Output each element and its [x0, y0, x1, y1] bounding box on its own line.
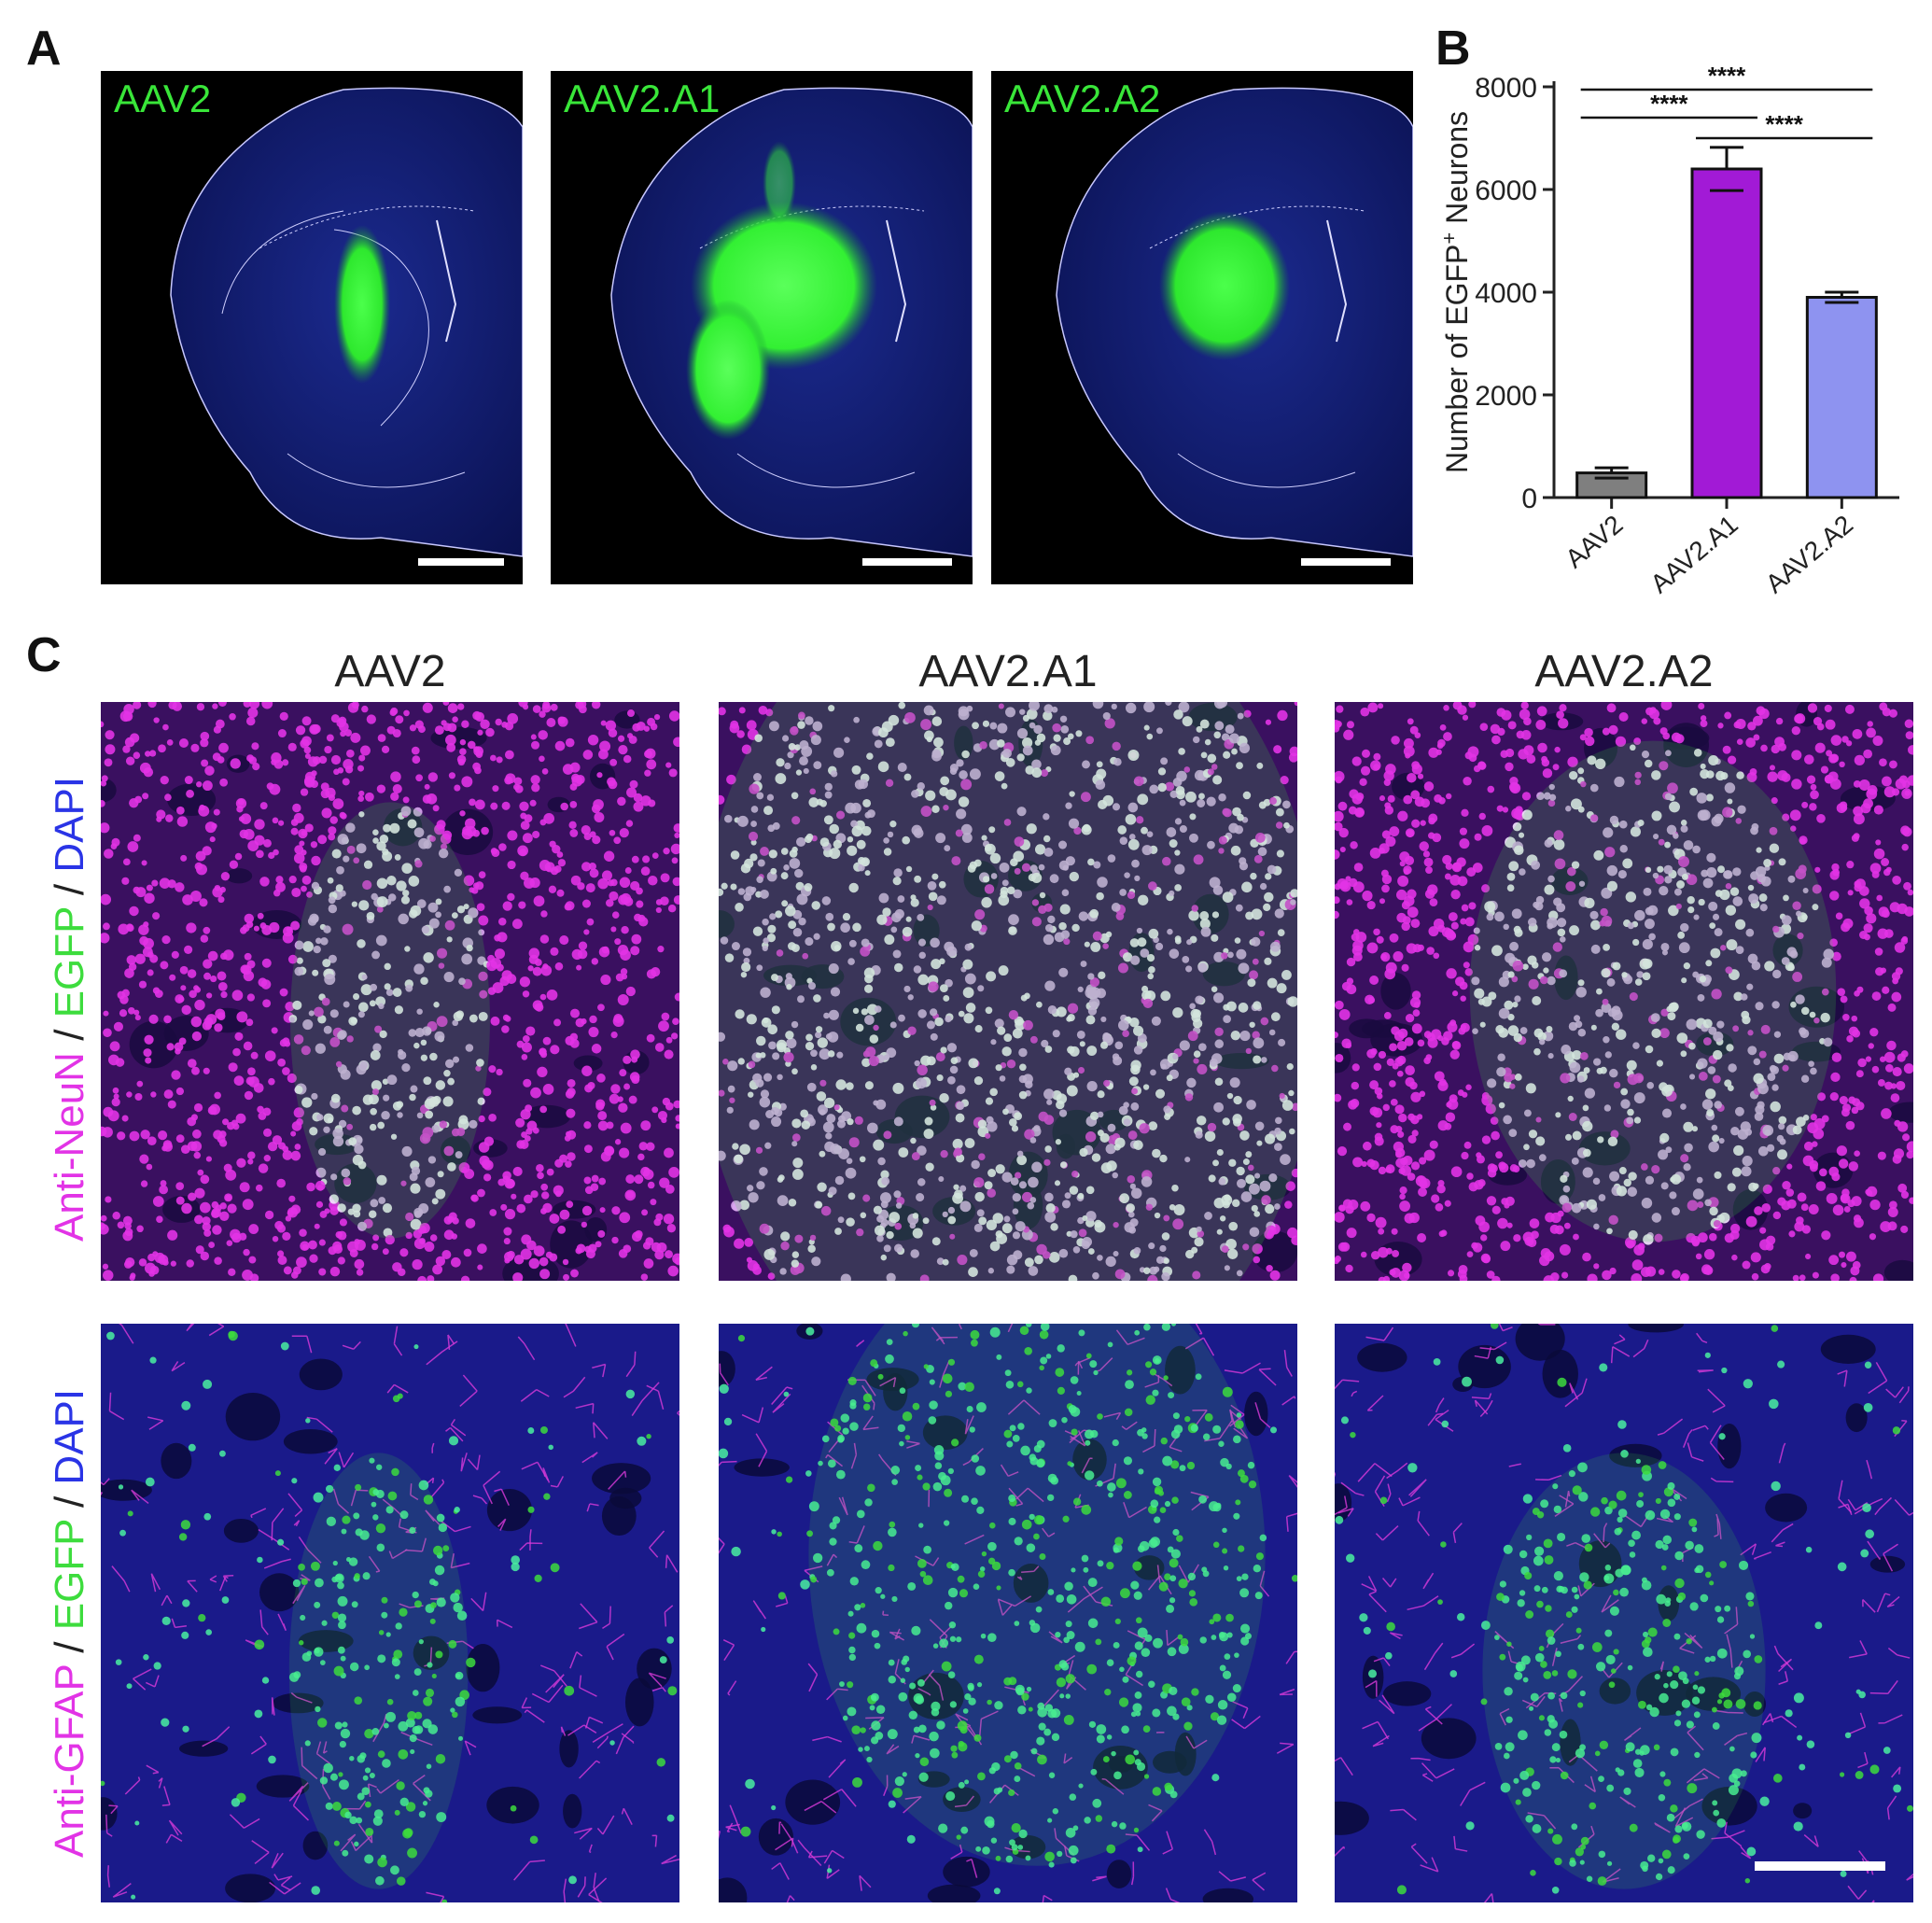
section-label-aav2-a2: AAV2.A2: [1004, 77, 1161, 120]
label-anti-gfap: Anti-GFAP: [47, 1663, 92, 1858]
y-axis-label: Number of EGFP+ Neurons: [1437, 111, 1474, 473]
section-label-aav2-a1: AAV2.A1: [564, 77, 721, 120]
y-tick-label: 4000: [1475, 278, 1537, 309]
micrograph-gfap-aav2-a1: [719, 1324, 1297, 1902]
brain-section-aav2-a2: AAV2.A2: [991, 71, 1413, 584]
bar-aav2-a2: [1805, 296, 1878, 499]
scale-bar: [1301, 558, 1391, 566]
panel-letter-b: B: [1435, 21, 1471, 76]
panel-letter-c: C: [26, 628, 62, 682]
panel-letter-a: A: [26, 21, 62, 76]
scale-bar: [1755, 1861, 1885, 1871]
x-tick-label: AAV2: [1560, 510, 1628, 573]
column-title-aav2: AAV2: [334, 647, 446, 696]
y-tick-label: 6000: [1475, 175, 1537, 206]
row-label-gfap: Anti-GFAP / EGFP / DAPI: [47, 1389, 93, 1858]
bar-aav2: [1575, 471, 1648, 499]
label-egfp: EGFP: [47, 906, 92, 1018]
row-label-neun: Anti-NeuN / EGFP / DAPI: [47, 777, 93, 1242]
label-separator: /: [47, 1484, 92, 1520]
label-dapi: DAPI: [47, 1388, 92, 1485]
label-separator: /: [47, 1630, 92, 1664]
y-tick-label: 8000: [1475, 73, 1537, 104]
significance-label: ****: [1650, 90, 1688, 118]
section-label-aav2: AAV2: [114, 77, 212, 120]
x-tick-label: AAV2.A1: [1645, 510, 1743, 598]
bar-aav2-a1: [1690, 167, 1763, 499]
y-tick-label: 2000: [1475, 381, 1537, 412]
label-egfp: EGFP: [47, 1519, 92, 1631]
scale-bar: [418, 558, 504, 566]
micrograph-gfap-aav2-a2: [1335, 1324, 1913, 1902]
significance-label: ****: [1765, 110, 1803, 138]
label-separator: /: [47, 1018, 92, 1053]
micrograph-neun-aav2-a1: [719, 702, 1297, 1281]
x-tick-label: AAV2.A2: [1760, 510, 1858, 598]
column-title-aav2-a1: AAV2.A1: [918, 647, 1098, 696]
brain-section-aav2-a1: AAV2.A1: [551, 71, 973, 584]
scale-bar: [862, 558, 952, 566]
column-title-aav2-a2: AAV2.A2: [1534, 647, 1714, 696]
micrograph-neun-aav2-a2: [1335, 702, 1913, 1281]
micrograph-gfap-aav2: [101, 1324, 679, 1902]
label-anti-neun: Anti-NeuN: [47, 1052, 92, 1242]
significance-label: ****: [1708, 62, 1746, 90]
y-tick-label: 0: [1521, 484, 1537, 514]
label-separator: /: [47, 872, 92, 907]
brain-section-aav2: AAV2: [101, 71, 523, 584]
micrograph-neun-aav2: [101, 702, 679, 1281]
label-dapi: DAPI: [47, 776, 92, 873]
